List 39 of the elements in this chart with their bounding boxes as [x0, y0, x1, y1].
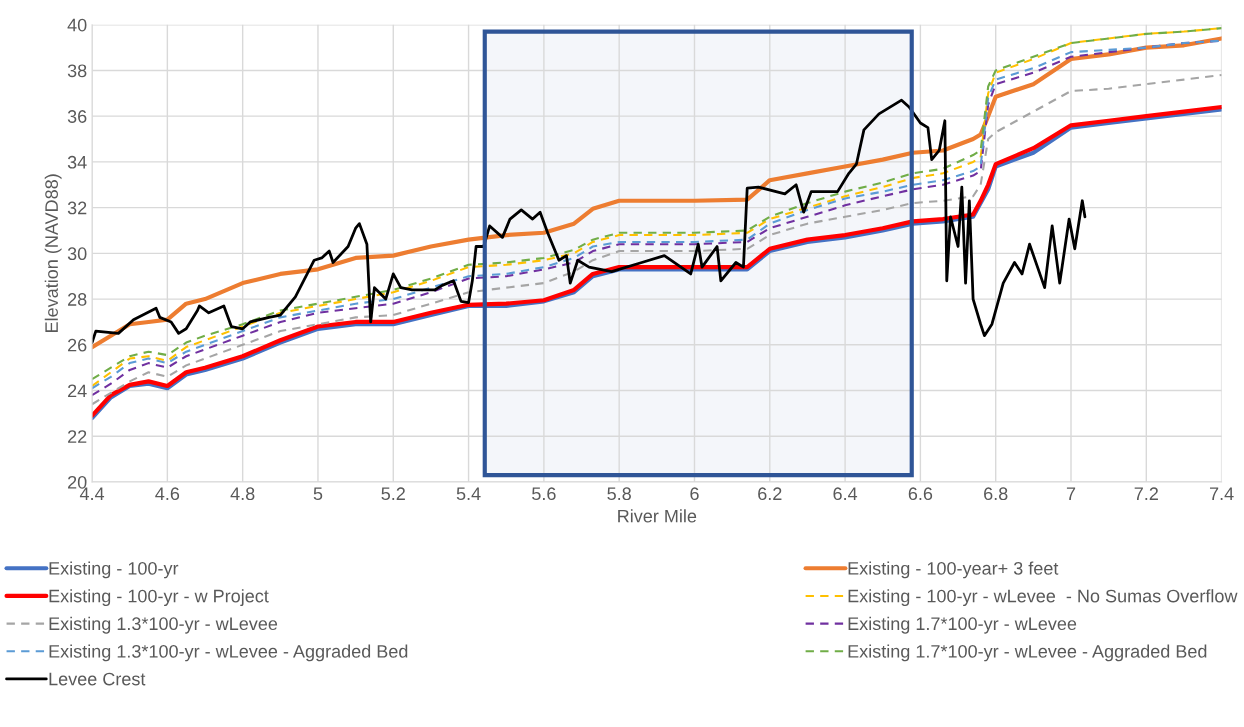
x-tick-label: 6.8	[984, 487, 1008, 501]
y-tick-label: 34	[67, 155, 87, 169]
legend-label: Existing 1.7*100-yr - wLevee	[848, 616, 1077, 634]
line-series	[92, 98, 1087, 344]
x-tick-label: 6.4	[833, 487, 858, 501]
x-tick-label: 6.2	[758, 487, 782, 501]
legend-label: Existing - 100-yr - w Project	[49, 589, 269, 606]
legend-label: Existing 1.3*100-yr - wLevee	[49, 616, 278, 634]
legend-label: Levee Crest	[49, 672, 146, 686]
legend-label: Existing 1.3*100-yr - wLevee - Aggraded Bed	[49, 644, 408, 662]
y-tick-label: 26	[68, 338, 87, 352]
x-tick-label: 5.6	[532, 487, 556, 501]
y-tick-label: 24	[68, 384, 87, 398]
y-tick-label: 36	[67, 110, 87, 123]
legend-label: Existing - 100-yr	[49, 561, 179, 579]
x-tick-label: 6.6	[908, 487, 933, 501]
legend-label: Existing - 100-year+ 3 feet	[848, 561, 1059, 579]
y-tick-label: 32	[67, 201, 87, 215]
x-tick-label: 4.8	[230, 487, 255, 501]
x-tick-label: 5	[313, 487, 323, 501]
x-tick-label: 7.4	[1209, 487, 1234, 500]
y-tick-label: 40	[67, 18, 87, 32]
x-tick-label: 5.8	[607, 487, 631, 501]
legend-label: Existing - 100-yr - wLevee - No Sumas Overflow	[848, 589, 1238, 606]
y-axis-title: Elevation (NAVD88)	[44, 174, 62, 332]
x-tick-label: 4.6	[155, 487, 180, 501]
y-tick-label: 30	[67, 247, 87, 261]
legend-label: Existing 1.7*100-yr - wLevee - Aggraded Bed	[848, 644, 1207, 662]
x-tick-label: 4.4	[79, 487, 105, 500]
x-tick-label: 5.2	[381, 487, 405, 501]
y-tick-label: 28	[68, 293, 87, 306]
x-tick-label: 6	[690, 487, 699, 501]
x-axis-title: River Mile	[618, 509, 697, 523]
x-tick-label: 7	[1066, 487, 1076, 500]
y-tick-label: 20	[68, 475, 87, 489]
y-tick-label: 38	[67, 64, 87, 78]
y-tick-label: 22	[68, 430, 87, 443]
x-tick-label: 5.4	[456, 487, 481, 501]
x-tick-label: 7.2	[1134, 487, 1158, 500]
